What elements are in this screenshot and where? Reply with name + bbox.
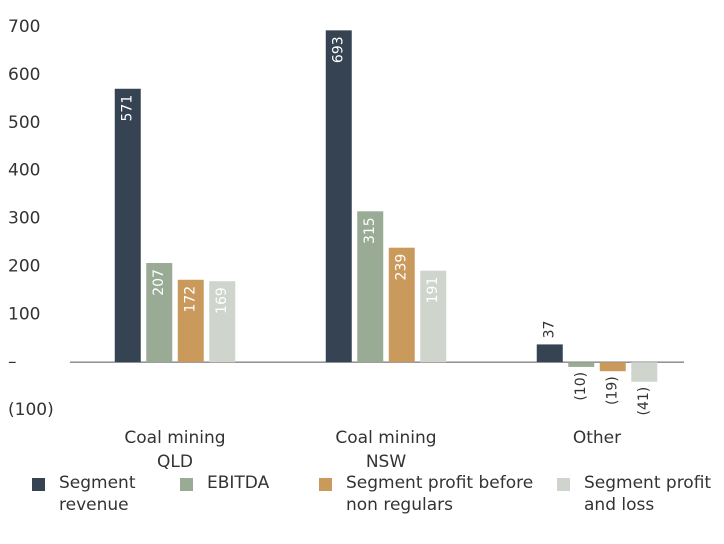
value-label: 239 — [394, 254, 410, 281]
value-label: (10) — [573, 372, 589, 401]
legend-swatch — [32, 478, 45, 491]
value-label: 693 — [331, 36, 347, 63]
bar — [177, 279, 204, 363]
bar — [388, 247, 415, 363]
value-label: 315 — [362, 217, 378, 244]
y-tick-label: 600 — [8, 65, 40, 85]
bar — [420, 270, 447, 363]
bar — [536, 344, 563, 363]
legend-label: Segment profit and loss — [584, 473, 712, 515]
y-tick-label: 100 — [8, 304, 40, 324]
y-tick-label: 200 — [8, 256, 40, 276]
value-label: 169 — [214, 287, 230, 314]
bar — [568, 362, 595, 367]
x-tick-label: Other — [572, 428, 622, 448]
bar — [114, 88, 141, 363]
bar — [325, 30, 352, 363]
value-label: (19) — [605, 376, 621, 405]
y-tick-label: 400 — [8, 161, 40, 181]
legend-label: Segment profit before non regulars — [346, 473, 534, 515]
x-tick-label: Coal mining QLD — [124, 428, 226, 472]
value-label: (41) — [636, 387, 652, 416]
value-label: 37 — [542, 321, 558, 339]
bar — [209, 281, 236, 363]
x-tick-label: Coal mining NSW — [335, 428, 437, 472]
y-tick-label: 700 — [8, 17, 40, 37]
legend-label: Segment revenue — [59, 473, 136, 515]
value-label: 207 — [151, 269, 167, 296]
bar — [631, 362, 658, 382]
y-tick-label: – — [8, 352, 17, 372]
value-label: 571 — [120, 95, 136, 122]
y-tick-label: 300 — [8, 209, 40, 229]
value-label: 172 — [183, 286, 199, 313]
legend-label: EBITDA — [207, 473, 270, 493]
value-label: 191 — [425, 277, 441, 304]
legend-swatch — [180, 478, 193, 491]
bar — [357, 211, 384, 363]
bar — [146, 263, 173, 363]
bar — [599, 362, 626, 372]
legend-swatch — [557, 478, 570, 491]
y-tick-label: (100) — [8, 400, 54, 420]
y-tick-label: 500 — [8, 113, 40, 133]
legend-swatch — [319, 478, 332, 491]
